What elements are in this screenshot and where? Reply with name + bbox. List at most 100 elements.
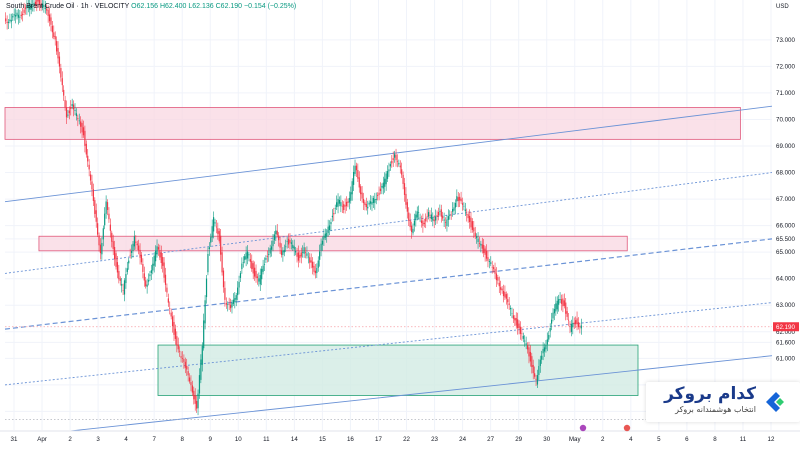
candle-body — [490, 262, 492, 264]
y-tick-label: 66.000 — [776, 223, 795, 230]
resistance-zone[interactable] — [38, 235, 628, 252]
candle-body — [314, 270, 317, 274]
candle-body — [268, 253, 270, 255]
event-flag-icon[interactable] — [623, 424, 631, 432]
candle-body — [347, 201, 349, 203]
candle-body — [196, 400, 198, 409]
candle-body — [302, 252, 304, 253]
candle-body — [265, 257, 267, 260]
candle-body — [341, 205, 343, 207]
candle-body — [494, 268, 496, 274]
candle-body — [433, 219, 435, 222]
candle-body — [95, 210, 97, 222]
x-tick-label: 6 — [685, 436, 689, 443]
candle-body — [102, 228, 104, 240]
candle-body — [365, 203, 367, 208]
resistance-zone[interactable] — [4, 107, 741, 140]
candle-body — [309, 257, 311, 263]
candle-body — [118, 270, 120, 280]
candle-body — [203, 320, 205, 349]
candle-body — [457, 197, 459, 201]
y-tick-label: 71.000 — [776, 90, 795, 97]
currency-label[interactable]: USD — [776, 4, 789, 10]
x-axis-bar — [0, 431, 800, 450]
candle-body — [501, 288, 503, 291]
candle-body — [222, 270, 225, 288]
candle-body — [481, 244, 483, 249]
candle-body — [155, 250, 157, 262]
candle-body — [280, 250, 283, 255]
candle-body — [521, 333, 523, 335]
candle-body — [311, 261, 314, 268]
candle-body — [323, 235, 325, 240]
candle-body — [426, 216, 428, 217]
candle-body — [456, 196, 458, 202]
candle-body — [146, 284, 148, 287]
candle-body — [392, 158, 394, 161]
event-marker-icon[interactable] — [579, 424, 587, 432]
candle-body — [333, 212, 335, 215]
candle-body — [412, 228, 414, 234]
candle-body — [447, 216, 449, 220]
candle-body — [422, 220, 424, 226]
candle-body — [514, 317, 516, 321]
candle-body — [194, 395, 196, 404]
candle-body — [249, 259, 251, 262]
candle-body — [575, 320, 577, 325]
candle-body — [97, 223, 99, 235]
candle-body — [534, 373, 536, 377]
trend-line[interactable] — [4, 302, 773, 386]
candle-body — [258, 278, 260, 282]
symbol-label[interactable]: South Brent Crude Oil · 1h · VELOCITY — [6, 3, 130, 10]
candle-body — [132, 243, 134, 251]
candle-body — [436, 215, 438, 217]
candle-body — [56, 41, 58, 52]
candle-body — [160, 252, 162, 264]
support-zone[interactable] — [157, 344, 639, 396]
y-tick-label: 70.000 — [776, 116, 795, 123]
candle-body — [227, 304, 229, 305]
candle-body — [468, 215, 471, 223]
candle-body — [89, 174, 92, 181]
y-tick-label: 72.000 — [776, 63, 795, 70]
candle-body — [176, 336, 178, 346]
candle-body — [9, 19, 11, 22]
candle-body — [114, 246, 116, 260]
trend-line[interactable] — [4, 238, 773, 330]
candle-body — [357, 170, 359, 179]
candle-body — [345, 201, 348, 207]
x-tick-label: 31 — [11, 436, 18, 443]
candle-body — [552, 312, 554, 319]
candle-body — [112, 241, 114, 249]
candle-body — [337, 198, 339, 207]
x-tick-label: 10 — [235, 436, 242, 443]
candle-body — [242, 262, 244, 263]
candle-body — [27, 5, 29, 8]
candle-body — [108, 213, 110, 220]
candle-body — [72, 104, 75, 110]
candle-body — [403, 183, 406, 195]
candle-body — [439, 211, 441, 212]
trend-line[interactable] — [4, 355, 773, 439]
candle-body — [162, 257, 164, 266]
candle-body — [463, 205, 465, 207]
candle-body — [478, 243, 481, 244]
candle-body — [427, 212, 430, 217]
trend-line[interactable] — [4, 105, 773, 203]
candle-body — [353, 172, 355, 185]
candle-body — [61, 78, 63, 86]
candle-body — [287, 238, 290, 245]
candle-body — [526, 345, 529, 350]
brand-badge[interactable] — [646, 382, 800, 422]
candle-body — [394, 154, 396, 158]
candle-body — [473, 227, 475, 232]
candle-body — [121, 284, 123, 286]
candle-body — [272, 240, 274, 247]
x-tick-label: 2 — [68, 436, 72, 443]
candle-body — [101, 242, 103, 255]
x-tick-label: 22 — [403, 436, 410, 443]
candle-body — [536, 375, 539, 385]
candle-body — [251, 260, 253, 269]
